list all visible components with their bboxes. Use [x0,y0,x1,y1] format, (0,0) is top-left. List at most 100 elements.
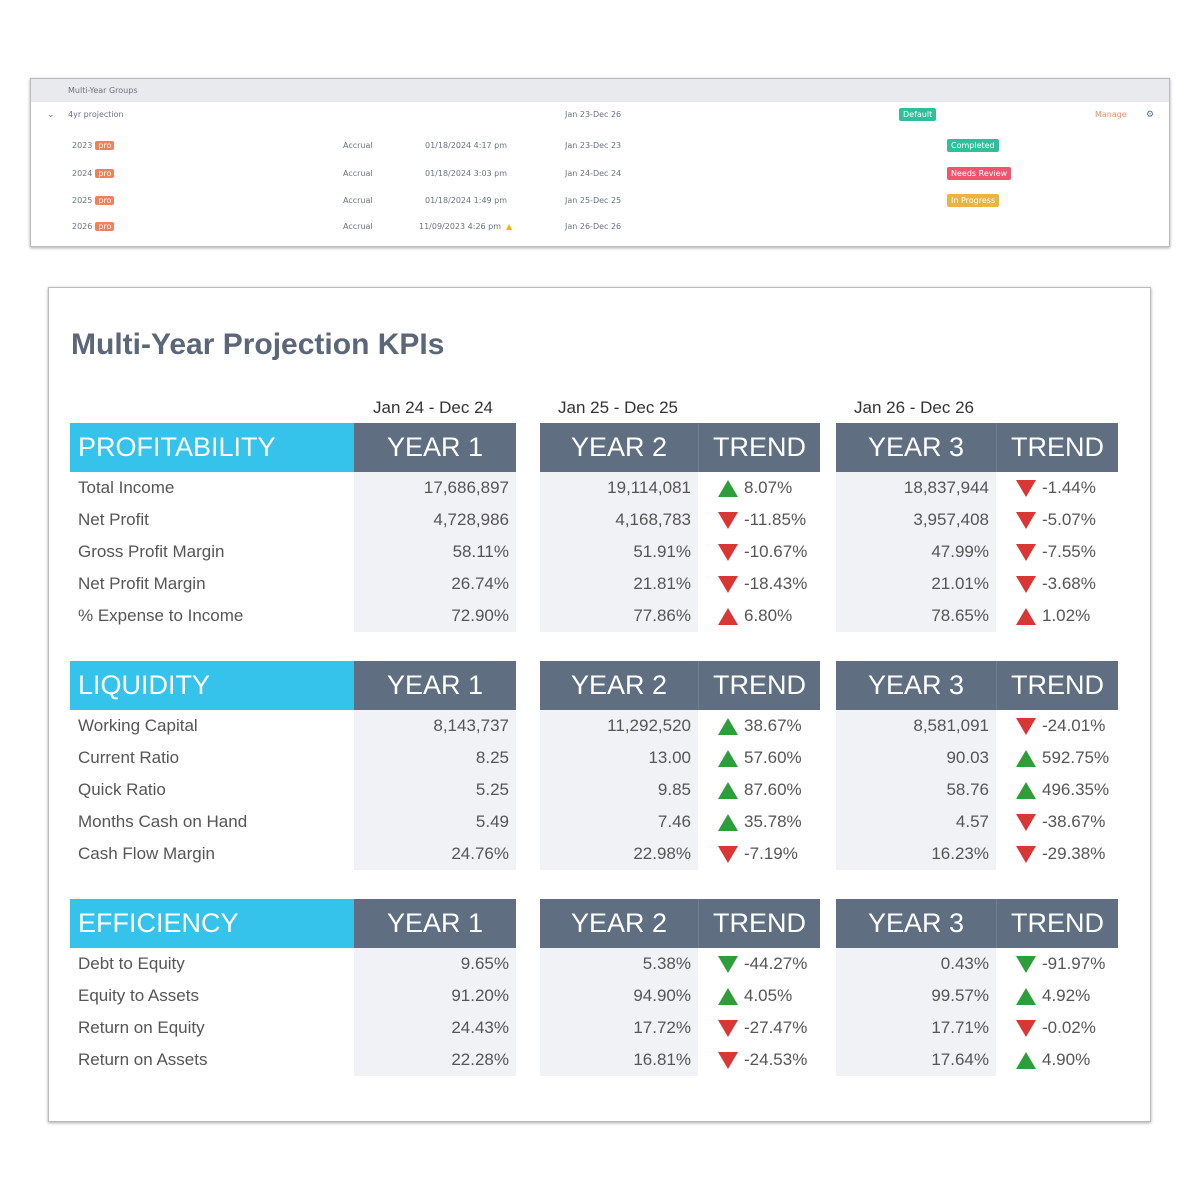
year3-value: 58.76 [836,774,996,806]
last-updated: 01/18/2024 1:49 pm [425,194,507,208]
kpi-row: Equity to Assets 91.20% 94.90% 4.05% 99.… [69,980,1119,1012]
version-name[interactable]: 2024 pro [72,167,115,181]
kpi-label: Current Ratio [78,748,180,767]
trend-up-icon [718,814,738,832]
header-trend2: TREND [698,661,820,710]
year1-value: 24.43% [354,1012,516,1044]
trend3: -7.55% [1016,536,1118,568]
page-title: Multi-Year Projection KPIs [71,328,445,361]
section-title: LIQUIDITY [70,661,355,710]
version-row[interactable]: 2025 pro Accrual 01/18/2024 1:49 pm Jan 2… [31,194,1169,208]
version-name[interactable]: 2025 pro [72,194,115,208]
trend-up-icon [1016,608,1036,626]
trend-down-icon [718,846,738,864]
chevron-down-icon[interactable]: ⌄ [47,110,55,120]
year2-value: 13.00 [540,742,698,774]
manage-link[interactable]: Manage [1095,110,1127,119]
kpi-row: Return on Equity 24.43% 17.72% -27.47% 1… [69,1012,1119,1044]
pro-tag: pro [95,141,115,150]
version-row[interactable]: 2024 pro Accrual 01/18/2024 3:03 pm Jan 2… [31,167,1169,181]
year3-value: 16.23% [836,838,996,870]
group-name[interactable]: 4yr projection [68,110,124,119]
year2-value: 51.91% [540,536,698,568]
group-row[interactable]: ⌄ 4yr projection Jan 23-Dec 26 Default M… [31,108,1169,122]
kpi-label: Gross Profit Margin [78,542,225,561]
kpi-row: Net Profit Margin 26.74% 21.81% -18.43% … [69,568,1119,600]
gear-icon[interactable]: ⚙ [1146,110,1155,120]
pro-tag: pro [95,169,115,178]
trend2: 87.60% [718,774,814,806]
trend-value: -44.27% [744,954,808,973]
version-name[interactable]: 2026 pro [72,220,115,234]
version-year[interactable]: 2024 [72,169,93,178]
year1-value: 91.20% [354,980,516,1012]
trend2: 8.07% [718,472,814,504]
year3-value: 17.64% [836,1044,996,1076]
trend-down-icon [1016,814,1036,832]
trend-down-icon [718,1052,738,1070]
trend2: -24.53% [718,1044,814,1076]
kpi-row: Net Profit 4,728,986 4,168,783 -11.85% 3… [69,504,1119,536]
kpi-row: Debt to Equity 9.65% 5.38% -44.27% 0.43%… [69,948,1119,980]
version-year[interactable]: 2025 [72,196,93,205]
trend3: -1.44% [1016,472,1118,504]
kpi-label: Net Profit [78,510,149,529]
kpi-row: Gross Profit Margin 58.11% 51.91% -10.67… [69,536,1119,568]
status-badge: Needs Review [947,167,1012,180]
year1-value: 9.65% [354,948,516,980]
last-updated: 01/18/2024 4:17 pm [425,139,507,153]
trend-value: -27.47% [744,1018,808,1037]
version-year[interactable]: 2026 [72,222,93,231]
last-updated-text: 01/18/2024 1:49 pm [425,196,508,205]
kpi-row: % Expense to Income 72.90% 77.86% 6.80% … [69,600,1119,632]
trend-up-icon [718,718,738,736]
version-name[interactable]: 2023 pro [72,139,115,153]
year3-value: 4.57 [836,806,996,838]
trend2: 38.67% [718,710,814,742]
header-year3: YEAR 3 [836,899,996,948]
section-title: EFFICIENCY [70,899,355,948]
trend2: -11.85% [718,504,814,536]
year3-value: 8,581,091 [836,710,996,742]
year3-value: 99.57% [836,980,996,1012]
kpi-row: Working Capital 8,143,737 11,292,520 38.… [69,710,1119,742]
trend-value: 8.07% [744,478,793,497]
trend-up-icon [718,608,738,626]
pro-tag: pro [95,196,115,205]
trend-value: -18.43% [744,574,808,593]
header-year2: YEAR 2 [540,423,698,472]
kpi-label: Net Profit Margin [78,574,206,593]
warning-icon: ▲ [506,222,513,231]
kpi-row: Return on Assets 22.28% 16.81% -24.53% 1… [69,1044,1119,1076]
version-year[interactable]: 2023 [72,141,93,150]
last-updated-text: 11/09/2023 4:26 pm [419,222,502,231]
kpi-label: Debt to Equity [78,954,185,973]
pro-tag: pro [95,222,115,231]
trend-value: 4.05% [744,986,793,1005]
year1-value: 5.49 [354,806,516,838]
year2-value: 21.81% [540,568,698,600]
trend-up-icon [1016,782,1036,800]
year3-value: 18,837,944 [836,472,996,504]
version-row[interactable]: 2026 pro Accrual 11/09/2023 4:26 pm ▲ Jan … [31,220,1169,234]
last-updated: 11/09/2023 4:26 pm ▲ [419,220,512,234]
year1-value: 58.11% [354,536,516,568]
version-range: Jan 24-Dec 24 [565,169,622,178]
year3-value: 0.43% [836,948,996,980]
default-badge: Default [899,108,937,121]
year2-value: 19,114,081 [540,472,698,504]
trend-up-icon [718,750,738,768]
version-row[interactable]: 2023 pro Accrual 01/18/2024 4:17 pm Jan 2… [31,139,1169,153]
header-year1: YEAR 1 [354,661,516,710]
trend-down-icon [718,956,738,974]
header-trend3: TREND [996,661,1118,710]
year1-value: 17,686,897 [354,472,516,504]
trend3: -38.67% [1016,806,1118,838]
accounting-method: Accrual [343,141,373,150]
multi-year-groups-panel: Multi-Year Groups ⌄ 4yr projection Jan 2… [30,78,1170,247]
header-year2: YEAR 2 [540,661,698,710]
last-updated: 01/18/2024 3:03 pm [425,167,507,181]
trend-value: 57.60% [744,748,802,767]
trend-down-icon [1016,718,1036,736]
trend3: -0.02% [1016,1012,1118,1044]
